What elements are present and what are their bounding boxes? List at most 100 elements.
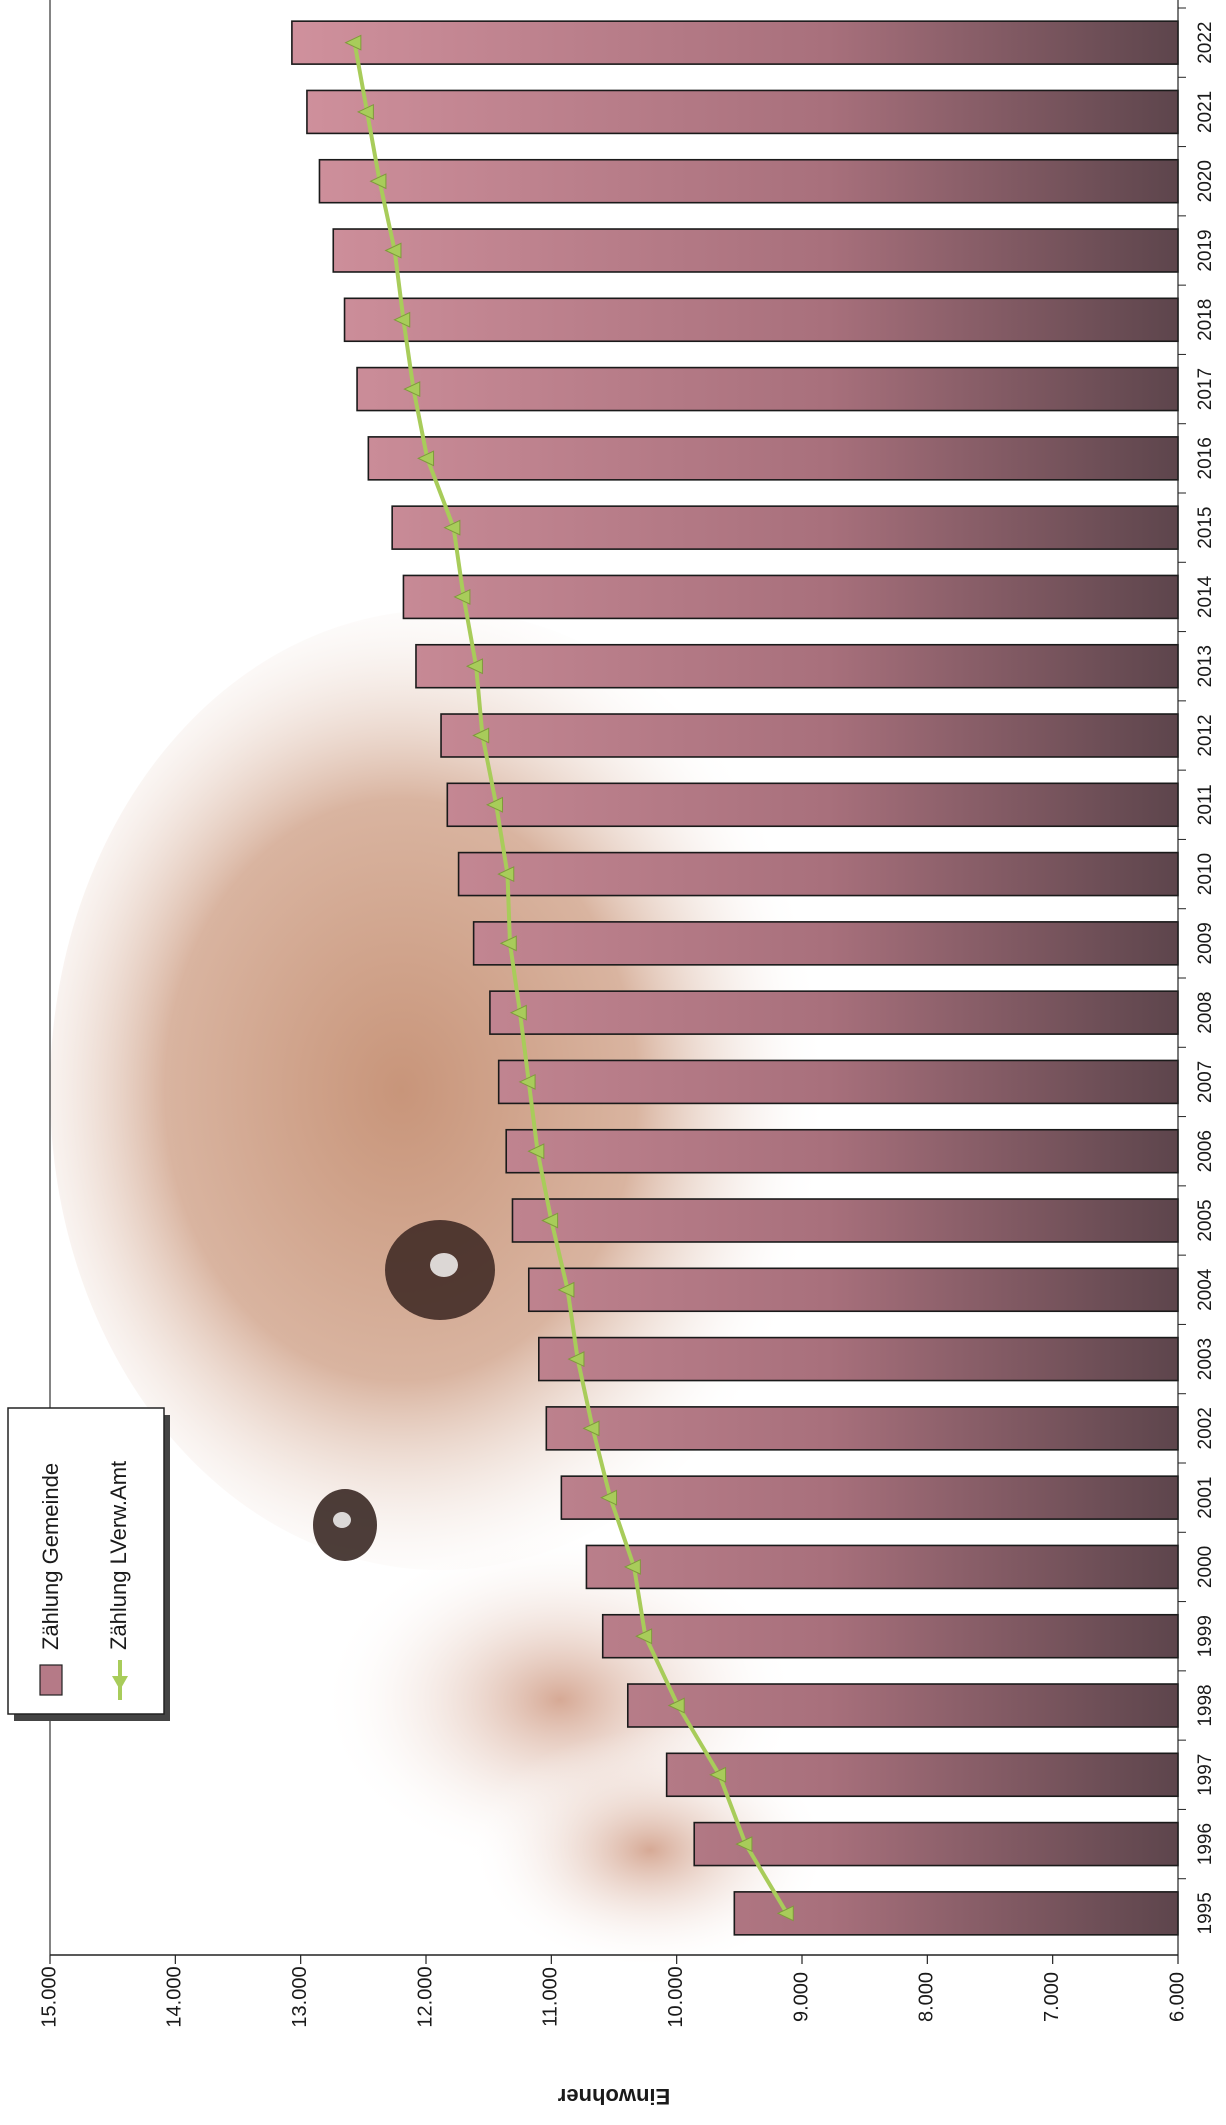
value-tick-label: 13.000 — [289, 1966, 311, 2027]
category-label-2021: 2021 — [1195, 91, 1216, 133]
line-marker-2020 — [369, 173, 387, 190]
line-marker-2018 — [393, 311, 411, 328]
line-marker-1997 — [709, 1766, 727, 1783]
value-tick-label: 6.000 — [1166, 1972, 1188, 2022]
line-marker-2008 — [509, 1004, 527, 1021]
legend-swatch-gemeinde — [39, 1664, 63, 1696]
line-marker-2015 — [443, 519, 461, 536]
line-marker-2011 — [486, 796, 503, 813]
value-tick-label: 9.000 — [790, 1972, 812, 2022]
bar-2015 — [391, 505, 1179, 550]
line-marker-1999 — [635, 1628, 653, 1645]
value-axis-title: Einwohner — [557, 2084, 670, 2109]
value-tick-label: 8.000 — [916, 1972, 938, 2022]
category-label-2013: 2013 — [1195, 645, 1216, 687]
bar-2021 — [306, 89, 1179, 135]
bar-2002 — [545, 1406, 1179, 1451]
bar-2003 — [537, 1336, 1179, 1382]
category-label-2018: 2018 — [1195, 299, 1216, 341]
bar-2019 — [332, 228, 1179, 273]
category-label-2007: 2007 — [1195, 1061, 1216, 1103]
bar-2011 — [446, 782, 1179, 828]
category-label-2019: 2019 — [1195, 229, 1216, 271]
line-marker-1995 — [776, 1905, 794, 1922]
value-tick-label: 11.000 — [540, 1967, 562, 2027]
line-marker-2005 — [541, 1212, 559, 1229]
category-label-2022: 2022 — [1195, 22, 1216, 64]
bar-2013 — [415, 643, 1179, 689]
category-label-2012: 2012 — [1195, 714, 1216, 756]
category-label-1996: 1996 — [1195, 1823, 1216, 1865]
category-label-2002: 2002 — [1195, 1407, 1216, 1449]
line-marker-2004 — [557, 1281, 575, 1298]
category-label-2016: 2016 — [1195, 437, 1216, 479]
line-marker-2014 — [453, 588, 471, 605]
bar-2022 — [291, 20, 1179, 65]
plot-area — [291, 20, 1179, 1936]
line-marker-2017 — [403, 381, 421, 398]
category-label-2005: 2005 — [1195, 1199, 1216, 1241]
legend-label-gemeinde: Zählung Gemeinde — [38, 1463, 63, 1650]
category-label-2006: 2006 — [1195, 1130, 1216, 1172]
bar-2006 — [505, 1128, 1179, 1174]
line-marker-2016 — [417, 450, 435, 467]
bar-2017 — [356, 366, 1179, 412]
category-label-2001: 2001 — [1195, 1477, 1216, 1519]
line-marker-2002 — [582, 1420, 600, 1437]
bar-2016 — [367, 436, 1179, 481]
category-label-2015: 2015 — [1195, 507, 1216, 549]
category-label-2000: 2000 — [1195, 1546, 1216, 1588]
category-label-2017: 2017 — [1195, 368, 1216, 410]
line-marker-2010 — [497, 866, 515, 883]
line-marker-1998 — [667, 1697, 685, 1714]
category-label-2011: 2011 — [1195, 784, 1216, 825]
category-label-1999: 1999 — [1195, 1615, 1216, 1657]
bar-1995 — [733, 1891, 1179, 1936]
bar-2000 — [585, 1544, 1179, 1590]
bar-1996 — [693, 1821, 1179, 1867]
bar-2007 — [497, 1059, 1179, 1105]
category-label-1995: 1995 — [1195, 1892, 1216, 1934]
value-tick-label: 12.000 — [414, 1966, 436, 2027]
line-marker-2007 — [518, 1073, 536, 1090]
line-marker-2021 — [356, 103, 374, 120]
bar-2012 — [440, 713, 1179, 758]
value-tick-label: 10.000 — [665, 1966, 687, 2027]
bar-2010 — [457, 851, 1179, 897]
legend-label-lverw-amt: Zählung LVerw.Amt — [106, 1461, 131, 1650]
bar-2001 — [560, 1475, 1179, 1520]
line-marker-2006 — [527, 1143, 545, 1160]
bar-2009 — [472, 921, 1179, 966]
bar-2018 — [343, 297, 1179, 343]
bar-2005 — [511, 1198, 1179, 1243]
legend-box — [7, 1407, 165, 1715]
value-tick-label: 14.000 — [164, 1966, 186, 2027]
bar-2004 — [527, 1267, 1179, 1313]
line-marker-2000 — [623, 1558, 641, 1575]
bar-1998 — [626, 1683, 1179, 1728]
category-label-1997: 1997 — [1195, 1754, 1216, 1796]
line-marker-2013 — [465, 658, 483, 675]
line-marker-2001 — [600, 1489, 618, 1506]
category-label-2014: 2014 — [1195, 575, 1216, 618]
line-marker-2003 — [567, 1351, 585, 1368]
bar-1997 — [665, 1752, 1179, 1798]
category-label-2020: 2020 — [1195, 160, 1216, 202]
bar-2014 — [402, 574, 1179, 620]
line-marker-2009 — [499, 935, 517, 952]
bar-2008 — [489, 990, 1179, 1035]
bar-1999 — [601, 1613, 1179, 1659]
legend: Zählung Gemeinde Zählung LVerw.Amt — [7, 1407, 170, 1721]
category-label-2009: 2009 — [1195, 922, 1216, 964]
value-tick-label: 7.000 — [1041, 1972, 1063, 2022]
category-label-2008: 2008 — [1195, 992, 1216, 1034]
value-axis: 1995 1996 1997 1998 1999 2000 2001 2002 2003 2004… — [38, 0, 1216, 2109]
category-label-1998: 1998 — [1195, 1684, 1216, 1726]
category-label-2010: 2010 — [1195, 853, 1216, 895]
bar-2020 — [318, 158, 1179, 204]
line-marker-2012 — [472, 727, 490, 744]
legend-marker-lverw-amt — [112, 1676, 128, 1690]
category-label-2003: 2003 — [1195, 1338, 1216, 1380]
